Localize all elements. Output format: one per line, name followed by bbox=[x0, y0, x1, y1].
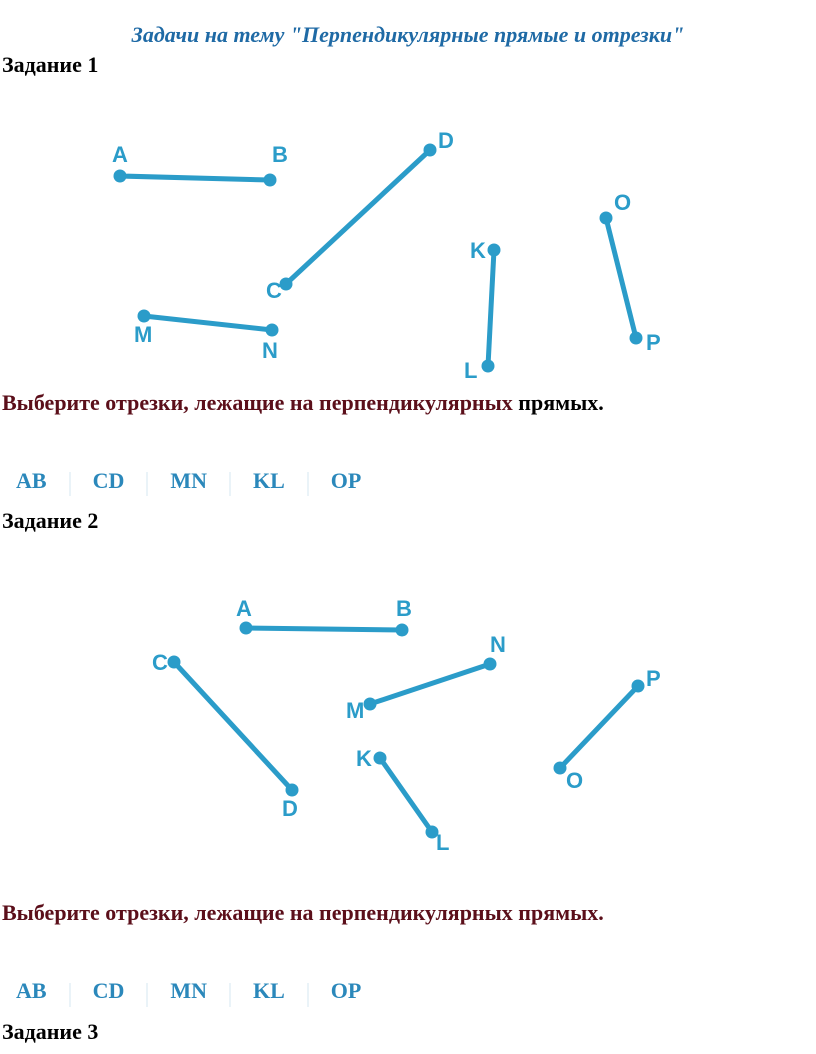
point-K bbox=[488, 244, 501, 257]
point-label-K: K bbox=[470, 238, 486, 263]
segment-AB: AB bbox=[112, 142, 288, 187]
task2-diagram-svg: ABCDMNKLOP bbox=[0, 570, 816, 870]
point-K bbox=[374, 752, 387, 765]
task2-heading: Задание 2 bbox=[0, 506, 816, 540]
point-P bbox=[632, 680, 645, 693]
page: Задачи на тему "Перпендикулярные прямые … bbox=[0, 0, 816, 1051]
point-label-N: N bbox=[490, 632, 506, 657]
task2-option-AB[interactable]: AB bbox=[16, 978, 47, 1004]
task2-option-KL[interactable]: KL bbox=[253, 978, 285, 1004]
option-divider bbox=[69, 983, 71, 1007]
option-divider bbox=[146, 472, 148, 496]
task2-diagram: ABCDMNKLOP bbox=[0, 540, 816, 870]
option-divider bbox=[229, 983, 231, 1007]
point-label-M: M bbox=[134, 322, 152, 347]
point-label-K: K bbox=[356, 746, 372, 771]
task1-options: AB CD MN KL OP bbox=[0, 418, 816, 506]
option-divider bbox=[229, 472, 231, 496]
point-label-O: O bbox=[614, 190, 631, 215]
point-A bbox=[240, 622, 253, 635]
point-M bbox=[138, 310, 151, 323]
segment-KL: KL bbox=[356, 746, 449, 855]
point-label-L: L bbox=[436, 830, 449, 855]
point-P bbox=[630, 332, 643, 345]
option-divider bbox=[69, 472, 71, 496]
point-O bbox=[600, 212, 613, 225]
point-label-A: A bbox=[112, 142, 128, 167]
point-C bbox=[168, 656, 181, 669]
point-D bbox=[286, 784, 299, 797]
point-label-P: P bbox=[646, 330, 661, 355]
segment-OP: OP bbox=[554, 666, 661, 793]
segment-CD: CD bbox=[152, 650, 299, 821]
segment-CD: CD bbox=[266, 128, 454, 303]
task1-option-MN[interactable]: MN bbox=[170, 468, 207, 494]
task1-instruction-plain: прямых. bbox=[513, 390, 604, 415]
segment-AB: AB bbox=[236, 596, 412, 637]
task2-options: AB CD MN KL OP bbox=[0, 928, 816, 1016]
point-A bbox=[114, 170, 127, 183]
point-label-P: P bbox=[646, 666, 661, 691]
segment-MN: MN bbox=[346, 632, 506, 723]
task1-option-CD[interactable]: CD bbox=[93, 468, 125, 494]
point-label-N: N bbox=[262, 338, 278, 363]
task2-option-CD[interactable]: CD bbox=[93, 978, 125, 1004]
option-divider bbox=[146, 983, 148, 1007]
point-B bbox=[264, 174, 277, 187]
option-divider bbox=[307, 983, 309, 1007]
segment-MN: MN bbox=[134, 310, 279, 364]
point-D bbox=[424, 144, 437, 157]
task1-instruction-styled: Выберите отрезки, лежащие на перпендикул… bbox=[2, 390, 513, 415]
segment-OP: OP bbox=[600, 190, 661, 355]
point-label-C: C bbox=[152, 650, 168, 675]
point-label-D: D bbox=[282, 796, 298, 821]
point-label-D: D bbox=[438, 128, 454, 153]
point-label-A: A bbox=[236, 596, 252, 621]
point-L bbox=[482, 360, 495, 373]
segment-KL: KL bbox=[464, 238, 501, 383]
point-B bbox=[396, 624, 409, 637]
task2-option-MN[interactable]: MN bbox=[170, 978, 207, 1004]
task1-option-AB[interactable]: AB bbox=[16, 468, 47, 494]
task3-heading: Задание 3 bbox=[0, 1017, 816, 1051]
page-title: Задачи на тему "Перпендикулярные прямые … bbox=[0, 0, 816, 50]
task1-diagram: ABCDMNKLOP bbox=[0, 84, 816, 384]
task1-diagram-svg: ABCDMNKLOP bbox=[0, 84, 816, 384]
point-O bbox=[554, 762, 567, 775]
point-N bbox=[484, 658, 497, 671]
option-divider bbox=[307, 472, 309, 496]
task1-instruction: Выберите отрезки, лежащие на перпендикул… bbox=[0, 384, 816, 418]
task1-option-OP[interactable]: OP bbox=[331, 468, 362, 494]
task2-option-OP[interactable]: OP bbox=[331, 978, 362, 1004]
point-N bbox=[266, 324, 279, 337]
task1-heading: Задание 1 bbox=[0, 50, 816, 84]
point-label-C: C bbox=[266, 278, 282, 303]
point-label-B: B bbox=[396, 596, 412, 621]
point-M bbox=[364, 698, 377, 711]
point-label-O: O bbox=[566, 768, 583, 793]
task2-instruction: Выберите отрезки, лежащие на перпендикул… bbox=[0, 870, 816, 928]
point-label-L: L bbox=[464, 358, 477, 383]
task1-option-KL[interactable]: KL bbox=[253, 468, 285, 494]
point-label-M: M bbox=[346, 698, 364, 723]
point-label-B: B bbox=[272, 142, 288, 167]
